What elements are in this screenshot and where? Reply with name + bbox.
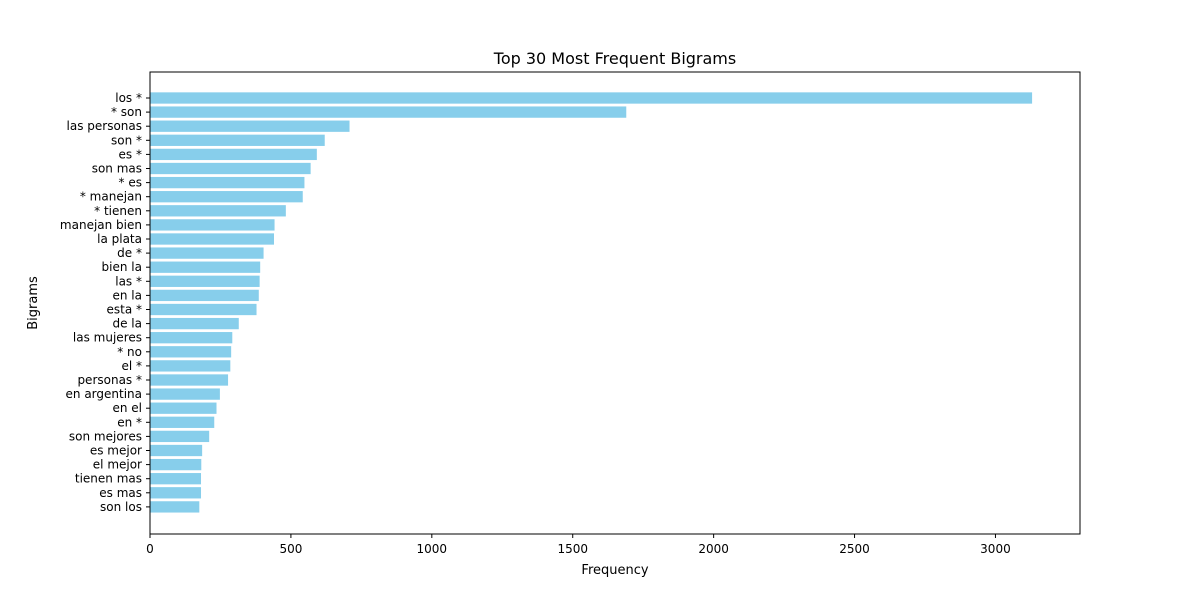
- y-tick-label: las mujeres: [73, 331, 142, 345]
- bar: [150, 247, 264, 259]
- bar: [150, 162, 311, 175]
- bar: [150, 402, 217, 414]
- x-axis-title: Frequency: [581, 563, 648, 578]
- bar: [150, 148, 317, 161]
- bar: [150, 191, 303, 203]
- y-tick-label: * es: [119, 176, 142, 190]
- y-tick-label: son mejores: [69, 429, 142, 443]
- y-tick-label: * no: [117, 345, 142, 359]
- y-tick-label: la plata: [97, 232, 142, 246]
- x-tick-label: 2500: [839, 542, 870, 556]
- y-tick-label: los *: [115, 91, 142, 105]
- bar: [150, 205, 286, 217]
- bar: [150, 92, 1033, 104]
- y-tick-label: son *: [111, 133, 142, 147]
- bar: [150, 374, 229, 386]
- y-tick-label: personas *: [77, 373, 142, 387]
- bar: [150, 458, 202, 471]
- bar: [150, 303, 257, 316]
- y-tick-label: en el: [112, 401, 142, 415]
- chart-title: Top 30 Most Frequent Bigrams: [493, 49, 736, 68]
- x-tick-label: 0: [146, 542, 154, 556]
- y-tick-label: * manejan: [80, 190, 142, 204]
- x-tick-label: 500: [279, 542, 302, 556]
- y-tick-label: en la: [113, 288, 143, 302]
- bar: [150, 233, 274, 245]
- bar: [150, 501, 200, 513]
- bar: [150, 360, 231, 372]
- y-tick-label: en argentina: [66, 387, 142, 401]
- y-tick-label: el *: [121, 359, 142, 373]
- y-tick-label: es mejor: [90, 444, 142, 458]
- bar: [150, 317, 239, 330]
- bars-group: [150, 92, 1033, 513]
- y-tick-label: de *: [117, 246, 142, 260]
- y-tick-label: tienen mas: [75, 472, 142, 486]
- bar: [150, 120, 350, 132]
- y-tick-label: las personas: [67, 119, 143, 133]
- y-tick-label: en *: [117, 415, 142, 429]
- x-axis-ticks: 0 500 1000 1500 2000 2500 3000: [146, 534, 1011, 556]
- bar: [150, 134, 325, 146]
- x-tick-label: 1000: [417, 542, 448, 556]
- y-tick-label: manejan bien: [60, 218, 142, 232]
- y-tick-label: son mas: [92, 162, 142, 176]
- bar: [150, 430, 210, 443]
- bar: [150, 332, 233, 344]
- plot-frame: [149, 71, 1081, 535]
- y-tick-label: es *: [119, 147, 142, 161]
- bar: [150, 219, 275, 231]
- bar: [150, 275, 260, 287]
- x-tick-label: 2000: [698, 542, 729, 556]
- bar: [150, 176, 305, 189]
- y-tick-label: las *: [115, 274, 142, 288]
- y-tick-label: de la: [112, 317, 142, 331]
- bar: [150, 487, 202, 499]
- y-tick-label: * tienen: [94, 204, 142, 218]
- bar: [150, 416, 215, 428]
- bar: [150, 473, 202, 485]
- x-tick-label: 1500: [557, 542, 588, 556]
- bar: [150, 106, 627, 118]
- y-tick-label: es mas: [99, 486, 142, 500]
- y-tick-label: bien la: [102, 260, 142, 274]
- y-tick-label: el mejor: [93, 458, 142, 472]
- x-tick-label: 3000: [980, 542, 1011, 556]
- bar: [150, 444, 203, 457]
- y-axis-title: Bigrams: [26, 276, 41, 330]
- y-tick-label: * son: [111, 105, 142, 119]
- y-tick-label: son los: [100, 500, 142, 514]
- bar: [150, 346, 232, 358]
- bar: [150, 261, 261, 273]
- bar: [150, 388, 220, 400]
- bar: [150, 289, 259, 302]
- y-tick-label: esta *: [106, 303, 142, 317]
